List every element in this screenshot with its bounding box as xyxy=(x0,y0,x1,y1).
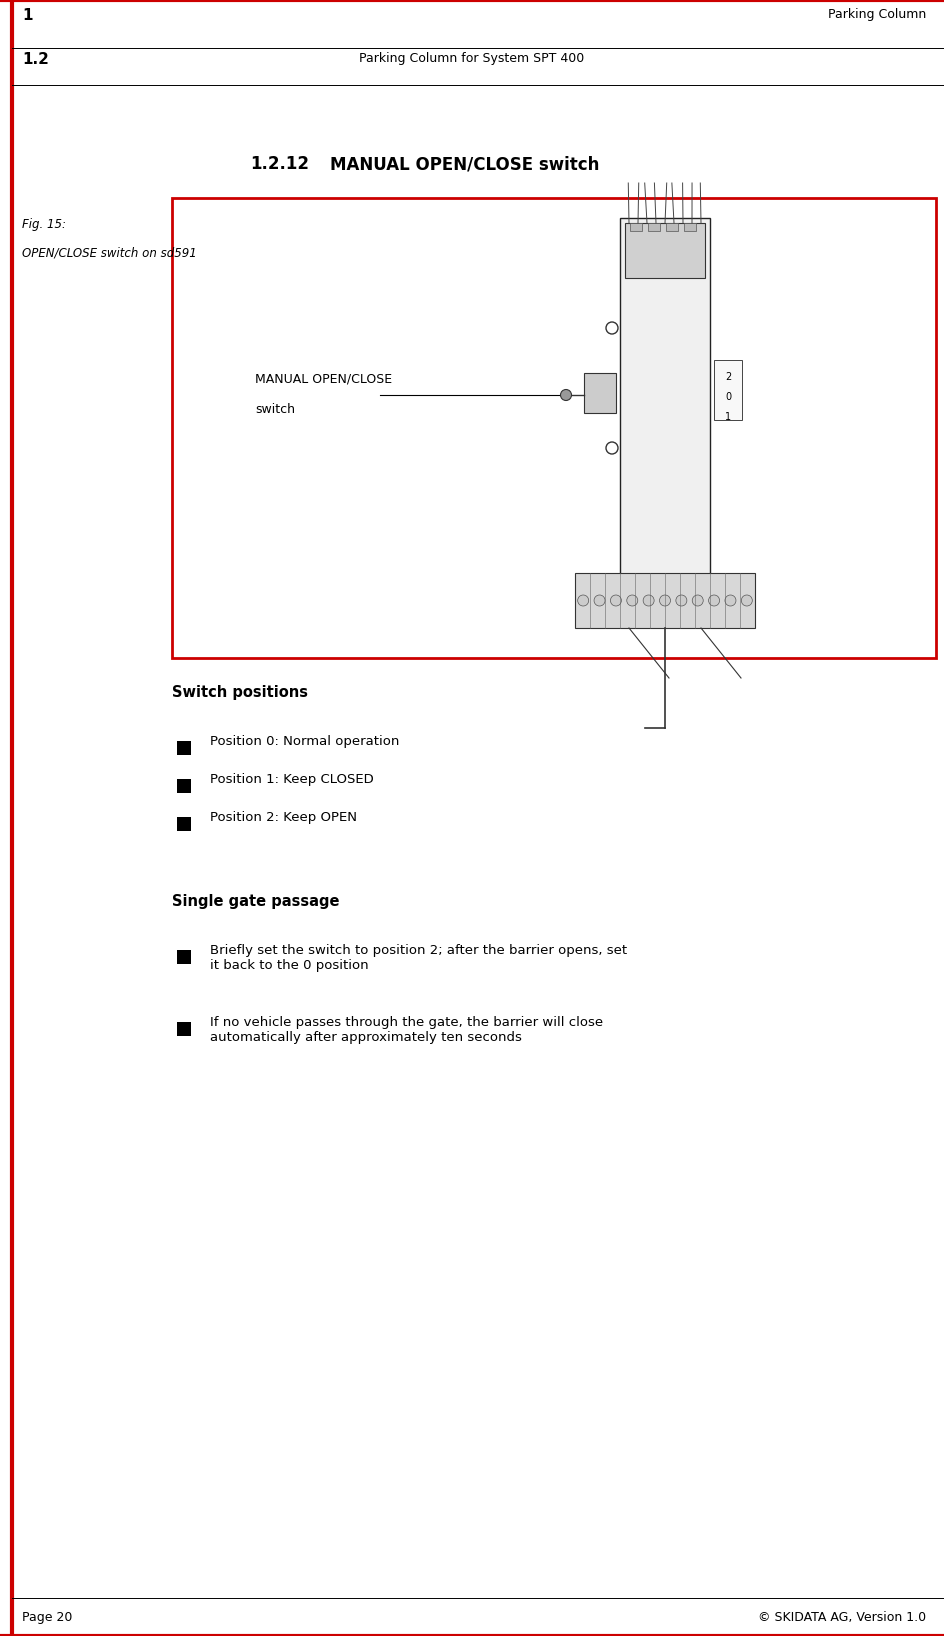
Circle shape xyxy=(611,596,621,605)
Text: Position 1: Keep CLOSED: Position 1: Keep CLOSED xyxy=(210,772,374,785)
Bar xyxy=(177,1022,191,1036)
Bar xyxy=(620,218,710,578)
Circle shape xyxy=(606,442,618,455)
Circle shape xyxy=(561,389,571,401)
Text: 1.2: 1.2 xyxy=(22,52,49,67)
Text: 2: 2 xyxy=(725,371,731,381)
Text: Switch positions: Switch positions xyxy=(172,685,308,700)
Circle shape xyxy=(741,596,752,605)
Text: MANUAL OPEN/CLOSE: MANUAL OPEN/CLOSE xyxy=(255,373,392,386)
Text: Page 20: Page 20 xyxy=(22,1611,73,1625)
Text: Single gate passage: Single gate passage xyxy=(172,893,340,910)
Circle shape xyxy=(627,596,638,605)
Circle shape xyxy=(676,596,687,605)
Text: © SKIDATA AG, Version 1.0: © SKIDATA AG, Version 1.0 xyxy=(758,1611,926,1625)
Text: 1: 1 xyxy=(725,412,731,422)
Text: Position 2: Keep OPEN: Position 2: Keep OPEN xyxy=(210,811,357,825)
Text: 1: 1 xyxy=(22,8,32,23)
Bar xyxy=(584,373,616,412)
Bar xyxy=(177,951,191,964)
Bar xyxy=(575,573,755,628)
Text: Briefly set the switch to position 2; after the barrier opens, set
it back to th: Briefly set the switch to position 2; af… xyxy=(210,944,627,972)
Circle shape xyxy=(692,596,703,605)
Text: switch: switch xyxy=(255,402,295,416)
Text: 0: 0 xyxy=(725,393,731,402)
Bar xyxy=(648,222,660,231)
Bar xyxy=(714,360,742,420)
Text: OPEN/CLOSE switch on sd591: OPEN/CLOSE switch on sd591 xyxy=(22,245,196,258)
Bar xyxy=(625,222,705,278)
Text: Parking Column: Parking Column xyxy=(828,8,926,21)
Text: If no vehicle passes through the gate, the barrier will close
automatically afte: If no vehicle passes through the gate, t… xyxy=(210,1016,603,1044)
Bar xyxy=(177,816,191,831)
Circle shape xyxy=(643,596,654,605)
Text: 1.2.12: 1.2.12 xyxy=(250,155,309,173)
Text: Parking Column for System SPT 400: Parking Column for System SPT 400 xyxy=(360,52,584,65)
Text: MANUAL OPEN/CLOSE switch: MANUAL OPEN/CLOSE switch xyxy=(330,155,599,173)
Bar xyxy=(684,222,696,231)
Bar xyxy=(666,222,678,231)
Circle shape xyxy=(594,596,605,605)
Text: Fig. 15:: Fig. 15: xyxy=(22,218,66,231)
Bar xyxy=(177,741,191,754)
Circle shape xyxy=(606,322,618,334)
Circle shape xyxy=(725,596,736,605)
Circle shape xyxy=(660,596,670,605)
Bar xyxy=(177,779,191,793)
Bar xyxy=(630,222,642,231)
Bar xyxy=(172,198,936,658)
Circle shape xyxy=(709,596,719,605)
Circle shape xyxy=(578,596,589,605)
Text: Position 0: Normal operation: Position 0: Normal operation xyxy=(210,735,399,748)
